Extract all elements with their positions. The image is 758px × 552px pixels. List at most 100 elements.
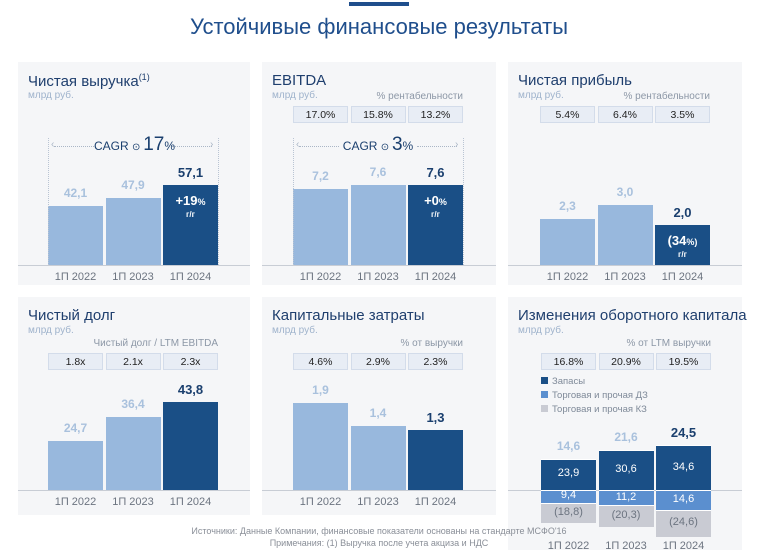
cagr-bracket-right [463,138,464,265]
bar-1П-2024 [655,225,710,265]
footnote-notes: Примечания: (1) Выручка после учета акци… [269,538,489,548]
bar-1П-2023 [350,425,406,490]
bar-1П-2023 [597,205,653,265]
cagr-up-icon: ⊙ [132,142,144,153]
category-label: 1П 2024 [414,271,457,283]
bar-1П-2022 [540,219,595,265]
x-axis-line [508,265,742,266]
margin-box: 2.9% [350,353,406,370]
bar-1П-2023 [350,185,406,265]
segment-label: 11,2 [615,490,637,503]
chart-panel-2: EBITDA млрд руб. % рентабельности 17.0% 15.8… [262,62,496,285]
margin-box: 6.4% [597,106,653,123]
legend-swatch [541,391,548,398]
x-axis-line [262,265,496,266]
category-label: 1П 2022 [546,271,589,283]
bar-1П-2023 [105,417,161,490]
legend: Запасы Торговая и прочая ДЗ Торговая и про… [541,376,648,418]
footnote-sources: Источники: Данные Компании, финансовые п… [191,526,567,536]
data-label: 43,8 [177,382,204,398]
chart-panel-5: Капитальные затраты млрд руб. % от выручки… [262,297,496,515]
stack-segment-payables [656,509,711,537]
x-axis-line [262,490,496,491]
segment-label: (24,6) [669,516,698,529]
margin-box: 5.4% [540,106,595,123]
bar-1П-2024 [408,430,463,490]
cagr-up-icon: ⊙ [380,142,392,153]
chart-panel-4: Чистый долг млрд руб. Чистый долг / LTM EB… [18,297,250,515]
margin-box: 4.6% [293,353,348,370]
chart-panel-6: Изменения оборотного капитала млрд руб. % … [508,297,747,552]
bar-1П-2024 [408,185,463,265]
bar-1П-2022 [293,189,348,265]
margin-label: % рентабельности [376,91,463,102]
category-label: 1П 2023 [112,496,154,508]
data-label: 57,1 [177,165,204,181]
margin-label: % от выручки [400,338,464,349]
legend-item: Торговая и прочая ДЗ [541,390,648,401]
cagr-arrow-right [417,146,457,147]
bar-1П-2024 [163,402,218,490]
yoy-suffix: % [197,197,206,208]
category-label: 1П 2023 [112,271,154,283]
bar-1П-2022 [48,440,103,490]
data-label: 1,4 [369,405,387,420]
cagr-arrow-left [299,146,339,147]
arrow-right-icon: › [455,139,459,150]
data-label: 2,3 [559,199,576,213]
yoy-suffix: %) [686,237,698,247]
data-label: 1,9 [312,382,329,397]
category-label: 1П 2024 [662,540,705,552]
category-label: 1П 2024 [169,271,212,283]
legend-swatch [541,377,548,384]
cagr-value: 3 [391,134,403,155]
data-label: 3,0 [616,185,634,199]
segment-label: 30,6 [615,463,637,476]
category-label: 1П 2023 [357,496,399,508]
chart-title: Изменения оборотного капитала [518,307,747,324]
margin-box: 16.8% [541,353,596,370]
data-label: 36,4 [121,397,145,412]
cagr-suffix: % [164,139,175,153]
yoy-change: (34%) [667,233,698,248]
stack-segment-inventory [598,450,654,490]
stack-segment-receivables [656,490,711,510]
segment-label: 14,6 [672,492,695,505]
stack-segment-inventory [656,445,711,490]
chart-unit: млрд руб. [28,325,74,336]
chart-unit: млрд руб. [272,325,318,336]
margin-box: 13.2% [408,106,463,123]
data-label: 47,9 [121,177,145,192]
segment-label: 9,4 [560,489,577,502]
legend-label: Запасы [552,376,586,387]
margin-label: % рентабельности [623,91,710,102]
bar-1П-2022 [48,206,103,265]
total-label: 21,6 [614,430,638,445]
yoy-change: +0% [424,193,447,209]
category-label: 1П 2023 [604,271,646,283]
cagr-suffix: % [402,139,414,153]
margin-box: 2.3% [408,353,463,370]
yoy-suffix: % [438,197,447,208]
stack-segment-payables [541,502,596,524]
category-label: 1П 2023 [605,540,647,552]
legend-item: Запасы [541,376,648,387]
legend-label: Торговая и прочая КЗ [552,404,647,415]
category-label: 1П 2022 [299,496,342,508]
margin-label: Чистый долг / LTM EBITDA [93,338,218,349]
segment-label: (20,3) [611,509,641,522]
data-label: 7,6 [426,165,445,181]
legend-label: Торговая и прочая ДЗ [552,390,648,401]
chart-title: EBITDA [272,72,327,89]
margin-box: 1.8x [48,353,103,370]
data-label: 1,3 [426,410,445,426]
stack-segment-payables [598,505,654,528]
segment-label: (18,8) [554,506,583,519]
category-label: 1П 2023 [357,271,399,283]
cagr-label: CAGR ⊙ 17% [94,134,175,156]
margin-box: 19.5% [656,353,711,370]
chart-panel-1: Чистая выручка(1) млрд руб. 1П 2022 1П 2023… [18,62,250,285]
yoy-label: г/г [186,210,195,220]
data-label: 42,1 [63,186,88,201]
total-label: 24,5 [670,425,697,441]
